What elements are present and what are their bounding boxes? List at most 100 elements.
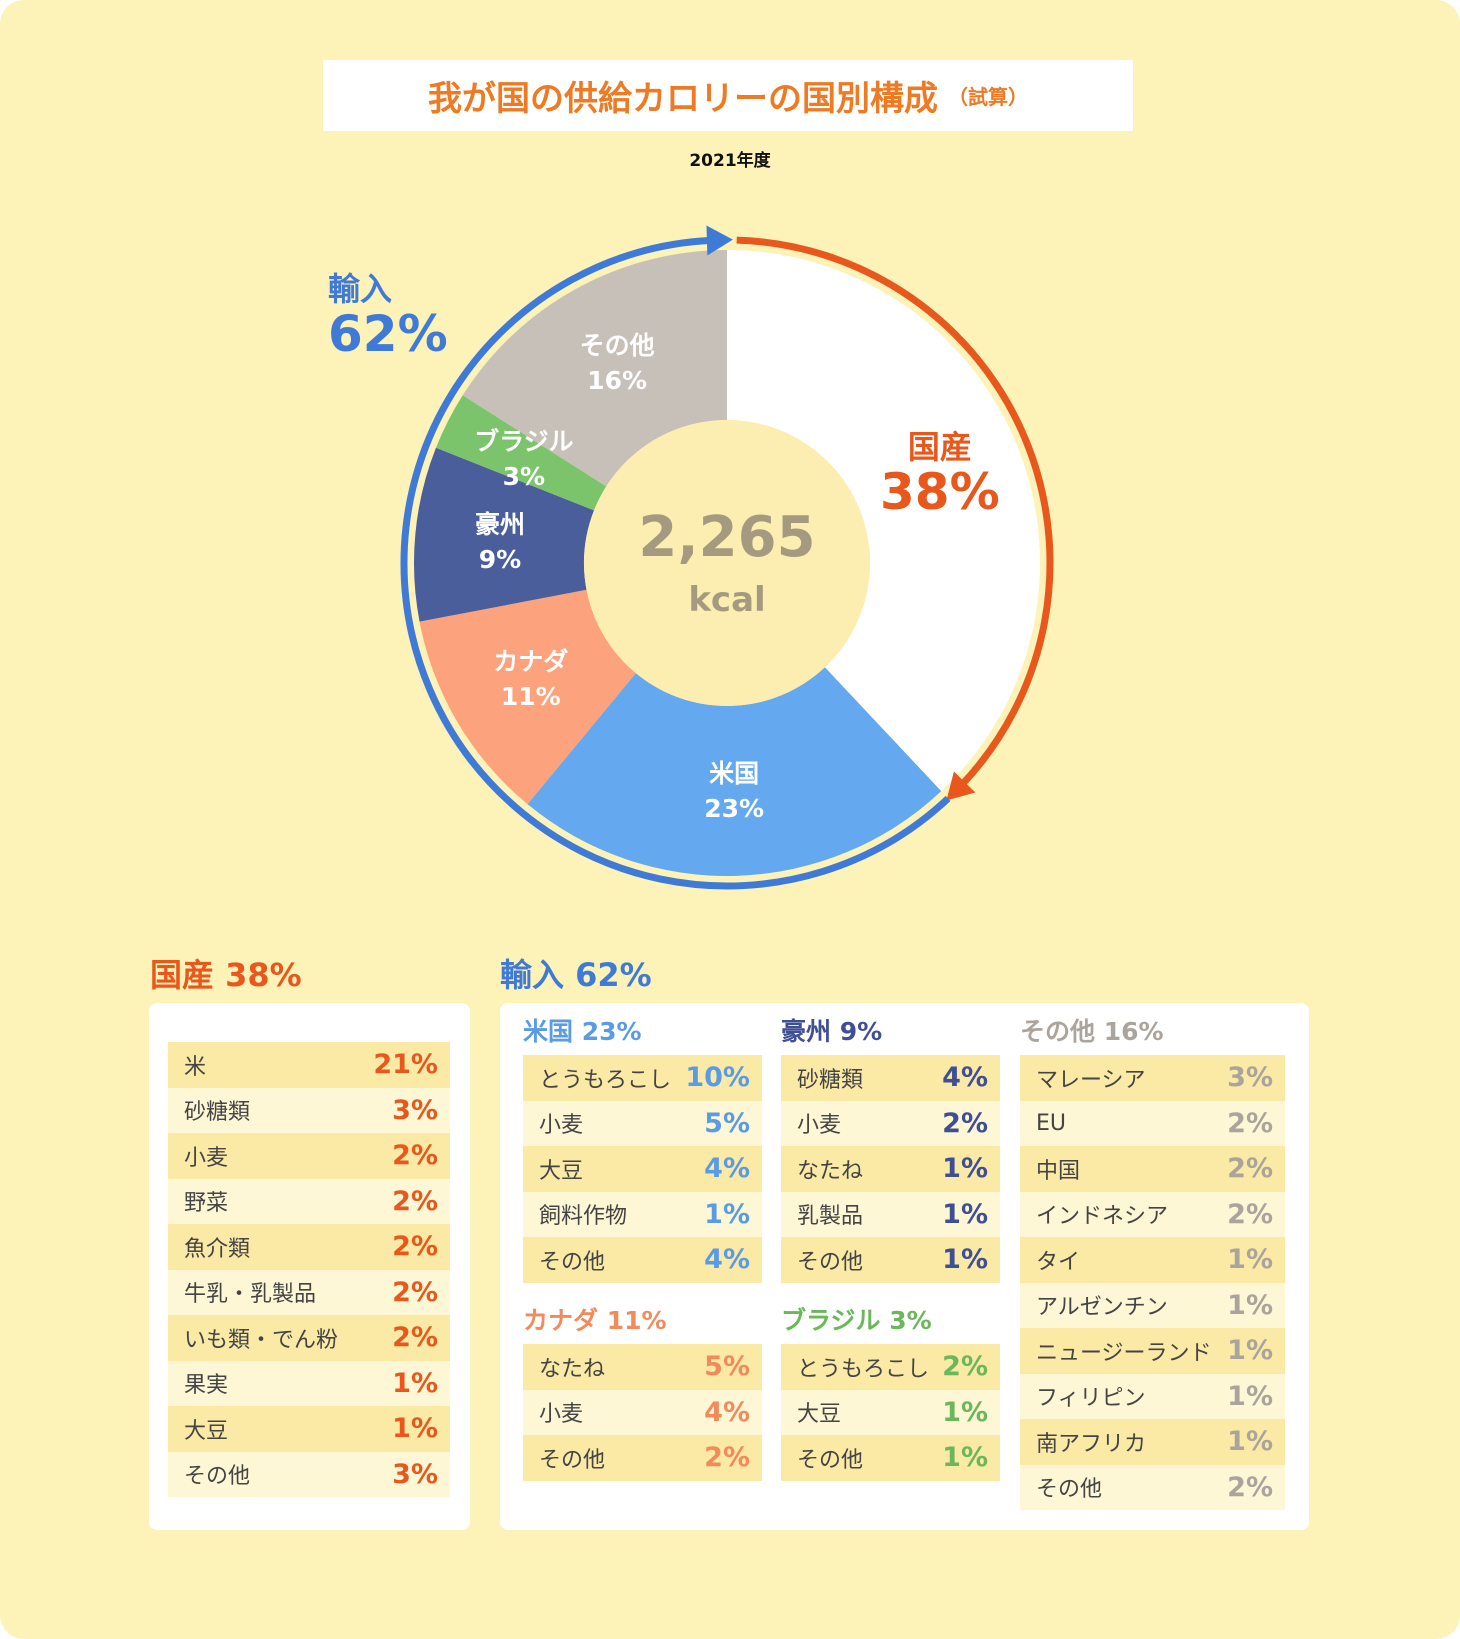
row-value: 4% (942, 1062, 988, 1094)
row-value: 5% (704, 1107, 750, 1139)
table-row: 大豆 1% (168, 1406, 450, 1452)
slice-label: ブラジル 3% (474, 424, 574, 494)
row-value: 1% (1227, 1380, 1273, 1412)
row-value: 5% (704, 1351, 750, 1383)
row-label: 大豆 (184, 1418, 229, 1444)
donut-hole (584, 420, 870, 706)
slice-name: 米国 (709, 758, 760, 788)
table-row: その他 2% (1020, 1464, 1285, 1510)
slice-1 (527, 667, 942, 876)
table-row: 小麦 2% (781, 1100, 1000, 1146)
slice-label: カナダ 11% (493, 644, 568, 714)
row-label: EU (1036, 1110, 1067, 1136)
row-label: アルゼンチン (1036, 1295, 1168, 1321)
row-label: 南アフリカ (1036, 1431, 1147, 1457)
row-label: とうもろこし (797, 1356, 930, 1382)
table-row: なたね 5% (523, 1344, 762, 1390)
table-row: なたね 1% (781, 1146, 1000, 1192)
row-value: 4% (704, 1153, 750, 1185)
slice-value: 3% (502, 462, 546, 492)
row-value: 2% (392, 1322, 438, 1354)
table-row: その他 3% (168, 1451, 450, 1497)
slice-name: ブラジル (474, 427, 574, 457)
row-value: 1% (942, 1396, 988, 1428)
table-row: 米 21% (168, 1042, 450, 1088)
title-note: （試算） (948, 85, 1028, 109)
row-label: ニュージーランド (1036, 1340, 1212, 1366)
row-value: 3% (392, 1094, 438, 1126)
row-value: 2% (1227, 1471, 1273, 1503)
table-row: 小麦 4% (523, 1389, 762, 1435)
row-label: インドネシア (1036, 1204, 1169, 1230)
row-value: 4% (704, 1396, 750, 1428)
row-value: 1% (392, 1413, 438, 1445)
row-label: 米 (184, 1054, 207, 1080)
table-heading: その他 16% (1020, 1017, 1164, 1046)
table-heading: カナダ 11% (523, 1306, 667, 1335)
row-value: 1% (1227, 1289, 1273, 1321)
table-row: とうもろこし 10% (523, 1055, 762, 1101)
row-label: なたね (539, 1356, 606, 1382)
table-row: 野菜 2% (168, 1178, 450, 1224)
row-label: その他 (539, 1249, 606, 1275)
row-label: 中国 (1036, 1158, 1081, 1184)
row-label: その他 (797, 1447, 864, 1473)
row-label: 小麦 (539, 1113, 584, 1139)
slice-2 (419, 589, 636, 805)
row-label: その他 (539, 1447, 606, 1473)
row-value: 4% (704, 1244, 750, 1276)
slice-value: 9% (478, 544, 522, 574)
row-value: 3% (1227, 1062, 1273, 1094)
row-label: その他 (797, 1249, 864, 1275)
row-value: 1% (942, 1442, 988, 1474)
row-label: フィリピン (1036, 1386, 1146, 1412)
table-row: 砂糖類 3% (168, 1087, 450, 1133)
row-label: いも類・でん粉 (184, 1327, 339, 1353)
slice-value: 16% (587, 366, 648, 396)
import-table-australia: 豪州 9% 砂糖類 4% 小麦 2% なたね 1% 乳製品 1% その他 1% (781, 1009, 1000, 1283)
row-label: マレーシア (1036, 1067, 1146, 1093)
row-label: 大豆 (797, 1402, 842, 1428)
table-row: 乳製品 1% (781, 1191, 1000, 1237)
table-row: 魚介類 2% (168, 1224, 450, 1270)
row-label: 野菜 (184, 1191, 229, 1217)
import-percent: 62% (328, 305, 448, 364)
import-arrow-icon (706, 225, 733, 256)
domestic-table: 米 21% 砂糖類 3% 小麦 2% 野菜 2% 魚介類 2% 牛乳・乳製品 2% いも類・でん粉 2% 果… (168, 1042, 450, 1497)
slice-value: 23% (704, 793, 765, 823)
domestic-arc (736, 236, 1054, 788)
table-row: その他 2% (523, 1435, 762, 1481)
row-value: 2% (392, 1185, 438, 1217)
row-label: 小麦 (797, 1113, 842, 1139)
row-value: 2% (1227, 1153, 1273, 1185)
row-value: 2% (704, 1442, 750, 1474)
import-total-label: 輸入 62% (328, 270, 448, 364)
row-label: 牛乳・乳製品 (184, 1282, 317, 1308)
row-label: 魚介類 (184, 1236, 251, 1262)
row-value: 1% (942, 1244, 988, 1276)
slice-name: カナダ (493, 647, 569, 677)
table-row: 果実 1% (168, 1360, 450, 1406)
table-row: その他 1% (781, 1435, 1000, 1481)
slice-value: 11% (500, 682, 561, 712)
slice-name: 豪州 (474, 509, 526, 539)
slice-0 (727, 250, 1040, 792)
table-row: マレーシア 3% (1020, 1055, 1285, 1101)
import-heading: 輸入 62% (500, 956, 652, 994)
donut-chart (400, 225, 1054, 890)
slice-name: その他 (579, 331, 655, 361)
row-value: 1% (942, 1153, 988, 1185)
row-value: 2% (392, 1276, 438, 1308)
table-row: 牛乳・乳製品 2% (168, 1269, 450, 1315)
row-label: 小麦 (539, 1402, 584, 1428)
row-label: 小麦 (184, 1145, 229, 1171)
row-label: 飼料作物 (539, 1204, 628, 1230)
table-row: 大豆 4% (523, 1146, 762, 1192)
import-label: 輸入 (328, 270, 393, 308)
import-arc (400, 236, 951, 890)
slice-5 (462, 250, 727, 487)
table-heading: 豪州 9% (781, 1017, 883, 1046)
table-row: EU 2% (1020, 1100, 1285, 1146)
center-unit: kcal (688, 580, 766, 620)
